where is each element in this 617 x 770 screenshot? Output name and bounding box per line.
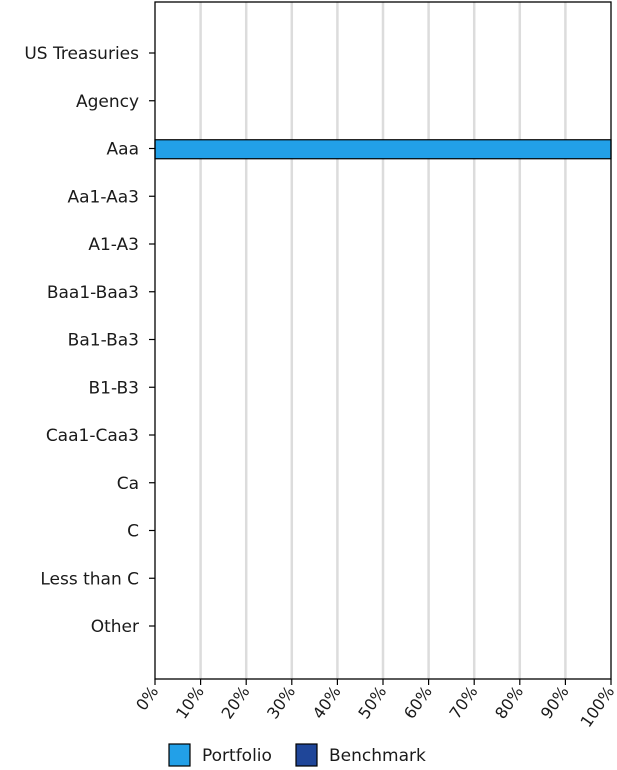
x-tick-label: 50% bbox=[354, 682, 390, 722]
category-label: Ba1-Ba3 bbox=[68, 331, 139, 351]
category-label: Ca bbox=[117, 474, 139, 494]
x-tick-label: 30% bbox=[263, 682, 299, 722]
category-label: Agency bbox=[76, 92, 139, 112]
legend-swatch-benchmark bbox=[295, 743, 318, 767]
category-label: Less than C bbox=[40, 569, 139, 589]
category-label: Caa1-Caa3 bbox=[46, 426, 139, 446]
x-tick-label: 60% bbox=[400, 682, 436, 722]
legend-label-portfolio: Portfolio bbox=[202, 746, 272, 766]
x-tick-label: 20% bbox=[218, 682, 254, 722]
legend-swatch-portfolio bbox=[168, 743, 191, 767]
gridlines bbox=[199, 2, 567, 679]
bar-portfolio bbox=[154, 139, 612, 160]
bars bbox=[154, 139, 612, 160]
x-tick-label: 10% bbox=[172, 682, 208, 722]
x-tick-label: 90% bbox=[537, 682, 573, 722]
category-label: Baa1-Baa3 bbox=[47, 283, 139, 303]
x-tick-label: 70% bbox=[446, 682, 482, 722]
category-label: C bbox=[127, 522, 139, 542]
y-axis-categories: US Treasuries Agency Aaa Aa1-Aa3 A1-A3 Baa1-B… bbox=[24, 44, 155, 637]
category-label: Aaa bbox=[107, 140, 139, 160]
x-tick-label: 80% bbox=[491, 682, 527, 722]
category-label: US Treasuries bbox=[24, 44, 139, 64]
x-axis-ticks: 0% 10% 20% 30% 40% 50% 60% 70% 80% 90% 100% bbox=[132, 679, 617, 731]
x-tick-label: 0% bbox=[132, 682, 162, 714]
category-label: Aa1-Aa3 bbox=[68, 187, 140, 207]
legend: Portfolio Benchmark bbox=[168, 743, 426, 767]
x-tick-label: 40% bbox=[309, 682, 345, 722]
category-label: A1-A3 bbox=[88, 235, 139, 255]
x-tick-label: 100% bbox=[576, 682, 617, 730]
legend-label-benchmark: Benchmark bbox=[329, 746, 426, 766]
category-label: B1-B3 bbox=[89, 378, 140, 398]
category-label: Other bbox=[91, 617, 139, 637]
